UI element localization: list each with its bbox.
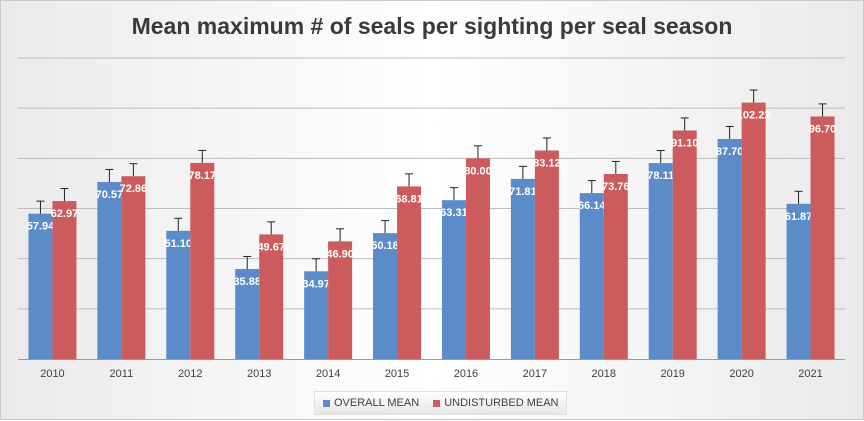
bar-overall (28, 213, 53, 359)
legend-swatch-undisturbed (433, 399, 441, 407)
data-label: 66.14 (578, 200, 606, 212)
bar-undisturbed (259, 234, 284, 359)
legend-item-undisturbed: UNDISTURBED MEAN (433, 397, 558, 409)
data-label: 35.88 (233, 276, 261, 288)
bar-undisturbed (534, 150, 559, 359)
data-label: 34.97 (302, 278, 330, 290)
data-label: 57.94 (27, 221, 55, 233)
bar-undisturbed (190, 162, 215, 359)
data-label: 71.81 (509, 186, 537, 198)
data-label: 78.11 (647, 170, 674, 182)
bar-overall (235, 269, 260, 359)
x-tick-label: 2019 (660, 368, 684, 380)
bar-undisturbed (465, 158, 490, 359)
x-tick-label: 2010 (40, 368, 64, 380)
bar-overall (579, 193, 604, 359)
bar-undisturbed (328, 241, 353, 359)
bar-overall (510, 178, 535, 359)
data-label: 61.87 (785, 211, 813, 223)
bar-undisturbed (121, 176, 146, 359)
bar-overall (648, 163, 673, 359)
bar-undisturbed (741, 102, 766, 359)
data-label: 72.86 (120, 183, 148, 195)
bar-overall (441, 200, 466, 359)
data-label: 78.17 (189, 170, 217, 182)
data-label: 50.18 (371, 240, 399, 252)
x-tick-label: 2021 (798, 368, 822, 380)
bar-overall (166, 230, 191, 359)
x-tick-label: 2011 (110, 368, 134, 380)
data-label: 102.22 (737, 110, 771, 122)
data-label: 51.10 (165, 238, 193, 250)
bar-overall (304, 271, 329, 359)
data-label: 91.10 (671, 137, 699, 149)
data-label: 83.12 (533, 158, 561, 170)
legend-item-overall: OVERALL MEAN (323, 397, 419, 409)
legend: OVERALL MEAN UNDISTURBED MEAN (314, 391, 568, 415)
data-label: 70.57 (96, 189, 124, 201)
chart-title: Mean maximum # of seals per sighting per… (131, 13, 733, 39)
data-label: 46.90 (326, 248, 354, 260)
x-tick-label: 2017 (523, 368, 547, 380)
data-label: 63.31 (440, 207, 468, 219)
bar-undisturbed (397, 186, 422, 359)
x-tick-label: 2018 (592, 368, 616, 380)
bar-overall (97, 181, 122, 359)
x-tick-label: 2013 (247, 368, 271, 380)
bar-undisturbed (52, 201, 77, 359)
legend-label-undisturbed: UNDISTURBED MEAN (444, 397, 559, 409)
data-label: 80.00 (464, 165, 492, 177)
bar-overall (717, 139, 742, 359)
bar-undisturbed (810, 116, 835, 359)
data-label: 49.67 (257, 241, 285, 253)
data-label: 96.70 (809, 123, 837, 135)
x-tick-label: 2014 (316, 368, 340, 380)
data-label: 87.70 (716, 146, 744, 158)
bar-overall (786, 203, 811, 359)
x-tick-label: 2020 (729, 368, 753, 380)
data-label: 62.97 (51, 208, 79, 220)
legend-label-overall: OVERALL MEAN (334, 397, 420, 409)
bar-undisturbed (603, 173, 628, 359)
data-label: 68.81 (395, 193, 423, 205)
bar-undisturbed (672, 130, 697, 359)
legend-swatch-overall (323, 399, 330, 407)
x-tick-label: 2015 (385, 368, 409, 380)
bar-overall (373, 233, 398, 359)
data-label: 73.76 (602, 181, 630, 193)
x-tick-label: 2016 (454, 368, 478, 380)
x-tick-label: 2012 (178, 368, 202, 380)
